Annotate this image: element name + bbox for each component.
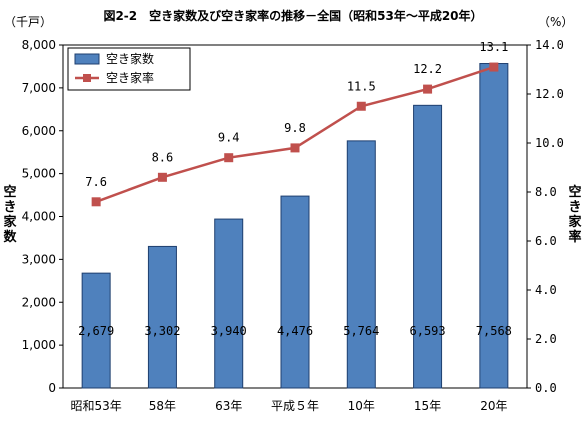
bar-data-labels: 2,679 3,302 3,940 4,476 5,764 6,593 7,568 [78,324,512,338]
bar-5 [413,104,443,389]
bar-series [81,63,509,389]
left-axis-unit: （千戸） [4,15,52,29]
line-data-label: 7.6 [85,175,107,189]
bar-data-label: 2,679 [78,324,114,338]
x-tick-label: 10年 [348,399,375,413]
right-tick-label: 0.0 [535,381,557,395]
line-data-label: 13.1 [479,40,508,54]
bar-2 [214,218,244,389]
bar-data-label: 3,302 [144,324,180,338]
bar-data-label: 4,476 [277,324,313,338]
x-tick-label: 15年 [414,399,441,413]
left-axis-title: 空き家数 [3,184,17,245]
right-axis-ticks: 0.0 2.0 4.0 6.0 8.0 10.0 12.0 14.0 [527,38,564,395]
left-tick-label: 7,000 [22,81,56,95]
right-tick-label: 12.0 [535,87,564,101]
bar-data-label: 5,764 [343,324,379,338]
rate-marker-5 [423,84,433,94]
left-tick-label: 1,000 [22,338,56,352]
rate-marker-6 [489,62,499,72]
x-tick-label: 63年 [215,399,242,413]
legend-label-line: 空き家率 [106,70,154,85]
rate-marker-1 [157,172,167,182]
right-tick-label: 10.0 [535,136,564,150]
line-data-label: 12.2 [413,62,442,76]
left-tick-label: 3,000 [22,252,56,266]
bar-6 [479,63,509,389]
right-tick-label: 2.0 [535,332,557,346]
legend-label-bar: 空き家数 [106,51,154,66]
rate-marker-2 [224,153,234,163]
x-axis-tick-labels: 昭和53年 58年 63年 平成５年 10年 15年 20年 [71,399,508,413]
axis-title-text: 空き家数 [3,184,17,245]
right-tick-label: 8.0 [535,185,557,199]
legend-swatch-marker [83,74,91,82]
line-data-label: 8.6 [152,150,174,164]
x-tick-label: 58年 [149,399,176,413]
left-tick-label: 5,000 [22,167,56,181]
left-tick-label: 0 [48,381,56,395]
bar-1 [147,245,177,389]
chart-title: 図2-2 空き家数及び空き家率の推移－全国（昭和53年～平成20年） [103,8,482,23]
left-tick-label: 4,000 [22,210,56,224]
bar-3 [280,195,310,389]
left-tick-label: 8,000 [22,38,56,52]
left-tick-label: 2,000 [22,295,56,309]
bar-data-label: 3,940 [211,324,247,338]
x-tick-label: 平成５年 [271,399,319,413]
line-data-labels: 7.6 8.6 9.4 9.8 11.5 12.2 13.1 [85,40,508,189]
right-tick-label: 14.0 [535,38,564,52]
rate-marker-4 [356,101,366,111]
line-series [91,62,499,207]
right-tick-label: 6.0 [535,234,557,248]
bar-0 [81,272,111,389]
bar-data-label: 6,593 [410,324,446,338]
bar-data-label: 7,568 [476,324,512,338]
right-tick-label: 4.0 [535,283,557,297]
x-tick-label: 20年 [480,399,507,413]
rate-marker-0 [91,197,101,207]
right-axis-title: 空き家率 [568,184,582,245]
bar-4 [346,140,376,389]
x-tick-label: 昭和53年 [71,399,122,413]
legend-swatch-bar [74,53,100,65]
axis-title-text: 空き家率 [568,184,582,245]
left-tick-label: 6,000 [22,124,56,138]
line-data-label: 9.4 [218,131,240,145]
line-data-label: 9.8 [284,121,306,135]
left-axis-ticks: 0 1,000 2,000 3,000 4,000 5,000 6,000 7,000 8,00… [22,38,63,395]
line-data-label: 11.5 [347,79,376,93]
right-axis-unit: （%） [538,15,573,29]
rate-marker-3 [290,143,300,153]
